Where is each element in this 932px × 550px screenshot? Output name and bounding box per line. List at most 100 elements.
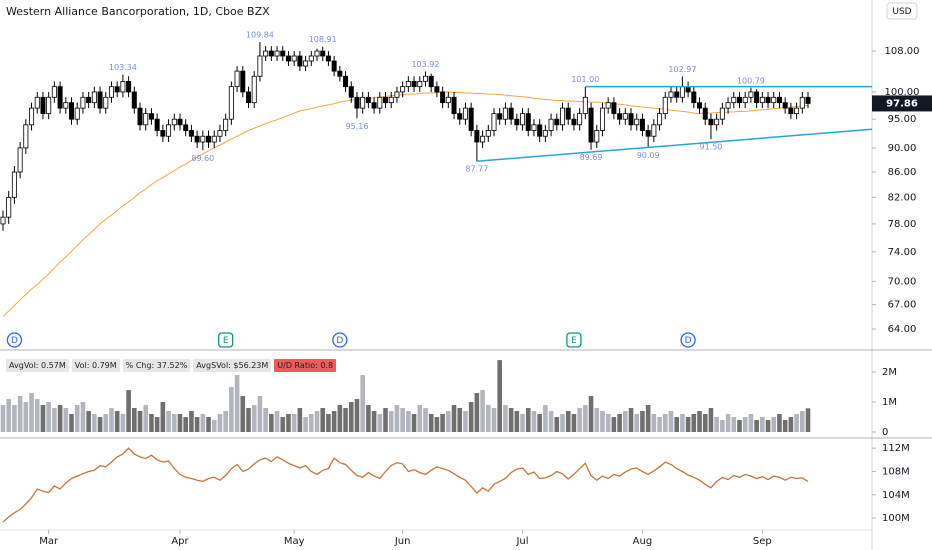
last-price-tag	[872, 95, 932, 112]
volume-bar	[725, 414, 731, 432]
volume-bar	[474, 393, 480, 432]
volume-bar	[468, 402, 474, 432]
candle-body	[211, 135, 217, 143]
volume-bar	[366, 405, 371, 432]
event-label: D	[336, 336, 343, 346]
volume-bar	[223, 411, 228, 432]
candle-body	[177, 118, 183, 126]
price-annotation: 100.79	[737, 76, 765, 85]
chart-title: Western Alliance Bancorporation, 1D, Cbo…	[6, 5, 270, 18]
candle-body	[80, 96, 86, 109]
y-tick-label: 67.00	[888, 300, 917, 311]
candle-body	[719, 107, 725, 120]
candle-body	[588, 107, 594, 143]
volume-bar	[497, 360, 503, 432]
candle-body	[622, 113, 628, 120]
volume-bar	[400, 408, 405, 432]
event-marker	[566, 332, 582, 348]
candle-body	[291, 55, 297, 62]
x-tick-label: Mar	[39, 536, 59, 547]
volume-bar	[628, 408, 634, 432]
event-label: E	[223, 336, 229, 346]
candle-body	[605, 102, 611, 109]
candle-body	[525, 113, 531, 131]
candle-body	[799, 96, 805, 109]
candle-body	[325, 55, 331, 62]
candle-body	[451, 96, 457, 115]
price-annotation: 108.91	[309, 35, 337, 44]
volume-bar	[651, 414, 657, 432]
candle-body	[263, 50, 269, 57]
event-marker	[218, 332, 234, 348]
volume-bar	[765, 420, 771, 432]
volume-bar	[257, 396, 263, 432]
candle-body	[74, 107, 80, 120]
y-tick-label: 70.00	[888, 276, 917, 287]
candle-body	[314, 50, 320, 57]
volume-bar	[343, 408, 348, 432]
candle-body	[428, 75, 434, 88]
volume-bar	[508, 408, 514, 432]
y-tick-label: 95.00	[888, 114, 917, 125]
volume-bar	[80, 402, 86, 432]
candle-body	[280, 50, 286, 57]
volume-bar	[383, 408, 388, 432]
candle-body	[11, 171, 17, 198]
volume-bar	[720, 420, 725, 432]
candle-body	[383, 96, 389, 104]
rs-tick-label: 104M	[882, 490, 910, 501]
candle-body	[160, 130, 166, 137]
volume-bar	[560, 414, 565, 432]
candle-body	[137, 107, 143, 126]
volume-bar	[782, 420, 788, 432]
candle-body	[662, 96, 668, 115]
candle-body	[97, 91, 103, 109]
candle-body	[651, 124, 657, 137]
volume-bar	[771, 417, 777, 432]
volume-bar	[23, 402, 29, 432]
candle-body	[206, 135, 212, 143]
candle-body	[668, 91, 674, 98]
candle-body	[234, 70, 240, 88]
volume-bar	[206, 417, 211, 432]
volume-bar	[114, 411, 120, 432]
volume-bar	[86, 411, 91, 432]
volume-bar	[246, 408, 251, 432]
candle-body	[697, 102, 703, 109]
candle-body	[771, 96, 777, 104]
candle-body	[63, 102, 69, 109]
candle-body	[360, 96, 366, 109]
candle-body	[57, 86, 63, 109]
candle-body	[29, 107, 35, 126]
volume-bar	[17, 396, 23, 432]
candle-body	[40, 96, 46, 115]
price-annotation: 91.50	[699, 143, 722, 152]
candle-body	[251, 75, 257, 104]
candle-body	[679, 86, 685, 98]
candle-body	[143, 113, 149, 126]
event-marker	[332, 332, 348, 348]
candle-body	[674, 91, 680, 98]
x-tick-label: Aug	[633, 536, 653, 547]
volume-bar	[742, 417, 748, 432]
candle-body	[240, 70, 246, 93]
candle-body	[388, 96, 394, 104]
candle-body	[502, 107, 508, 120]
volume-bar	[457, 408, 463, 432]
volume-bar	[29, 393, 34, 432]
volume-bar	[240, 396, 246, 432]
candle-body	[365, 96, 371, 104]
volume-stat: % Chg: 37.52%	[122, 359, 191, 372]
candle-body	[434, 86, 440, 93]
volume-bar	[280, 417, 286, 432]
volume-bar	[463, 411, 468, 432]
candle-body	[23, 124, 29, 149]
volume-bar	[525, 408, 531, 432]
volume-bar	[600, 411, 605, 432]
volume-bar	[685, 417, 691, 432]
y-tick-label: 100.00	[885, 87, 920, 98]
candle-body	[594, 130, 600, 143]
volume-bar	[434, 417, 440, 432]
x-tick-label: Jun	[394, 536, 411, 547]
volume-bar	[308, 414, 314, 432]
